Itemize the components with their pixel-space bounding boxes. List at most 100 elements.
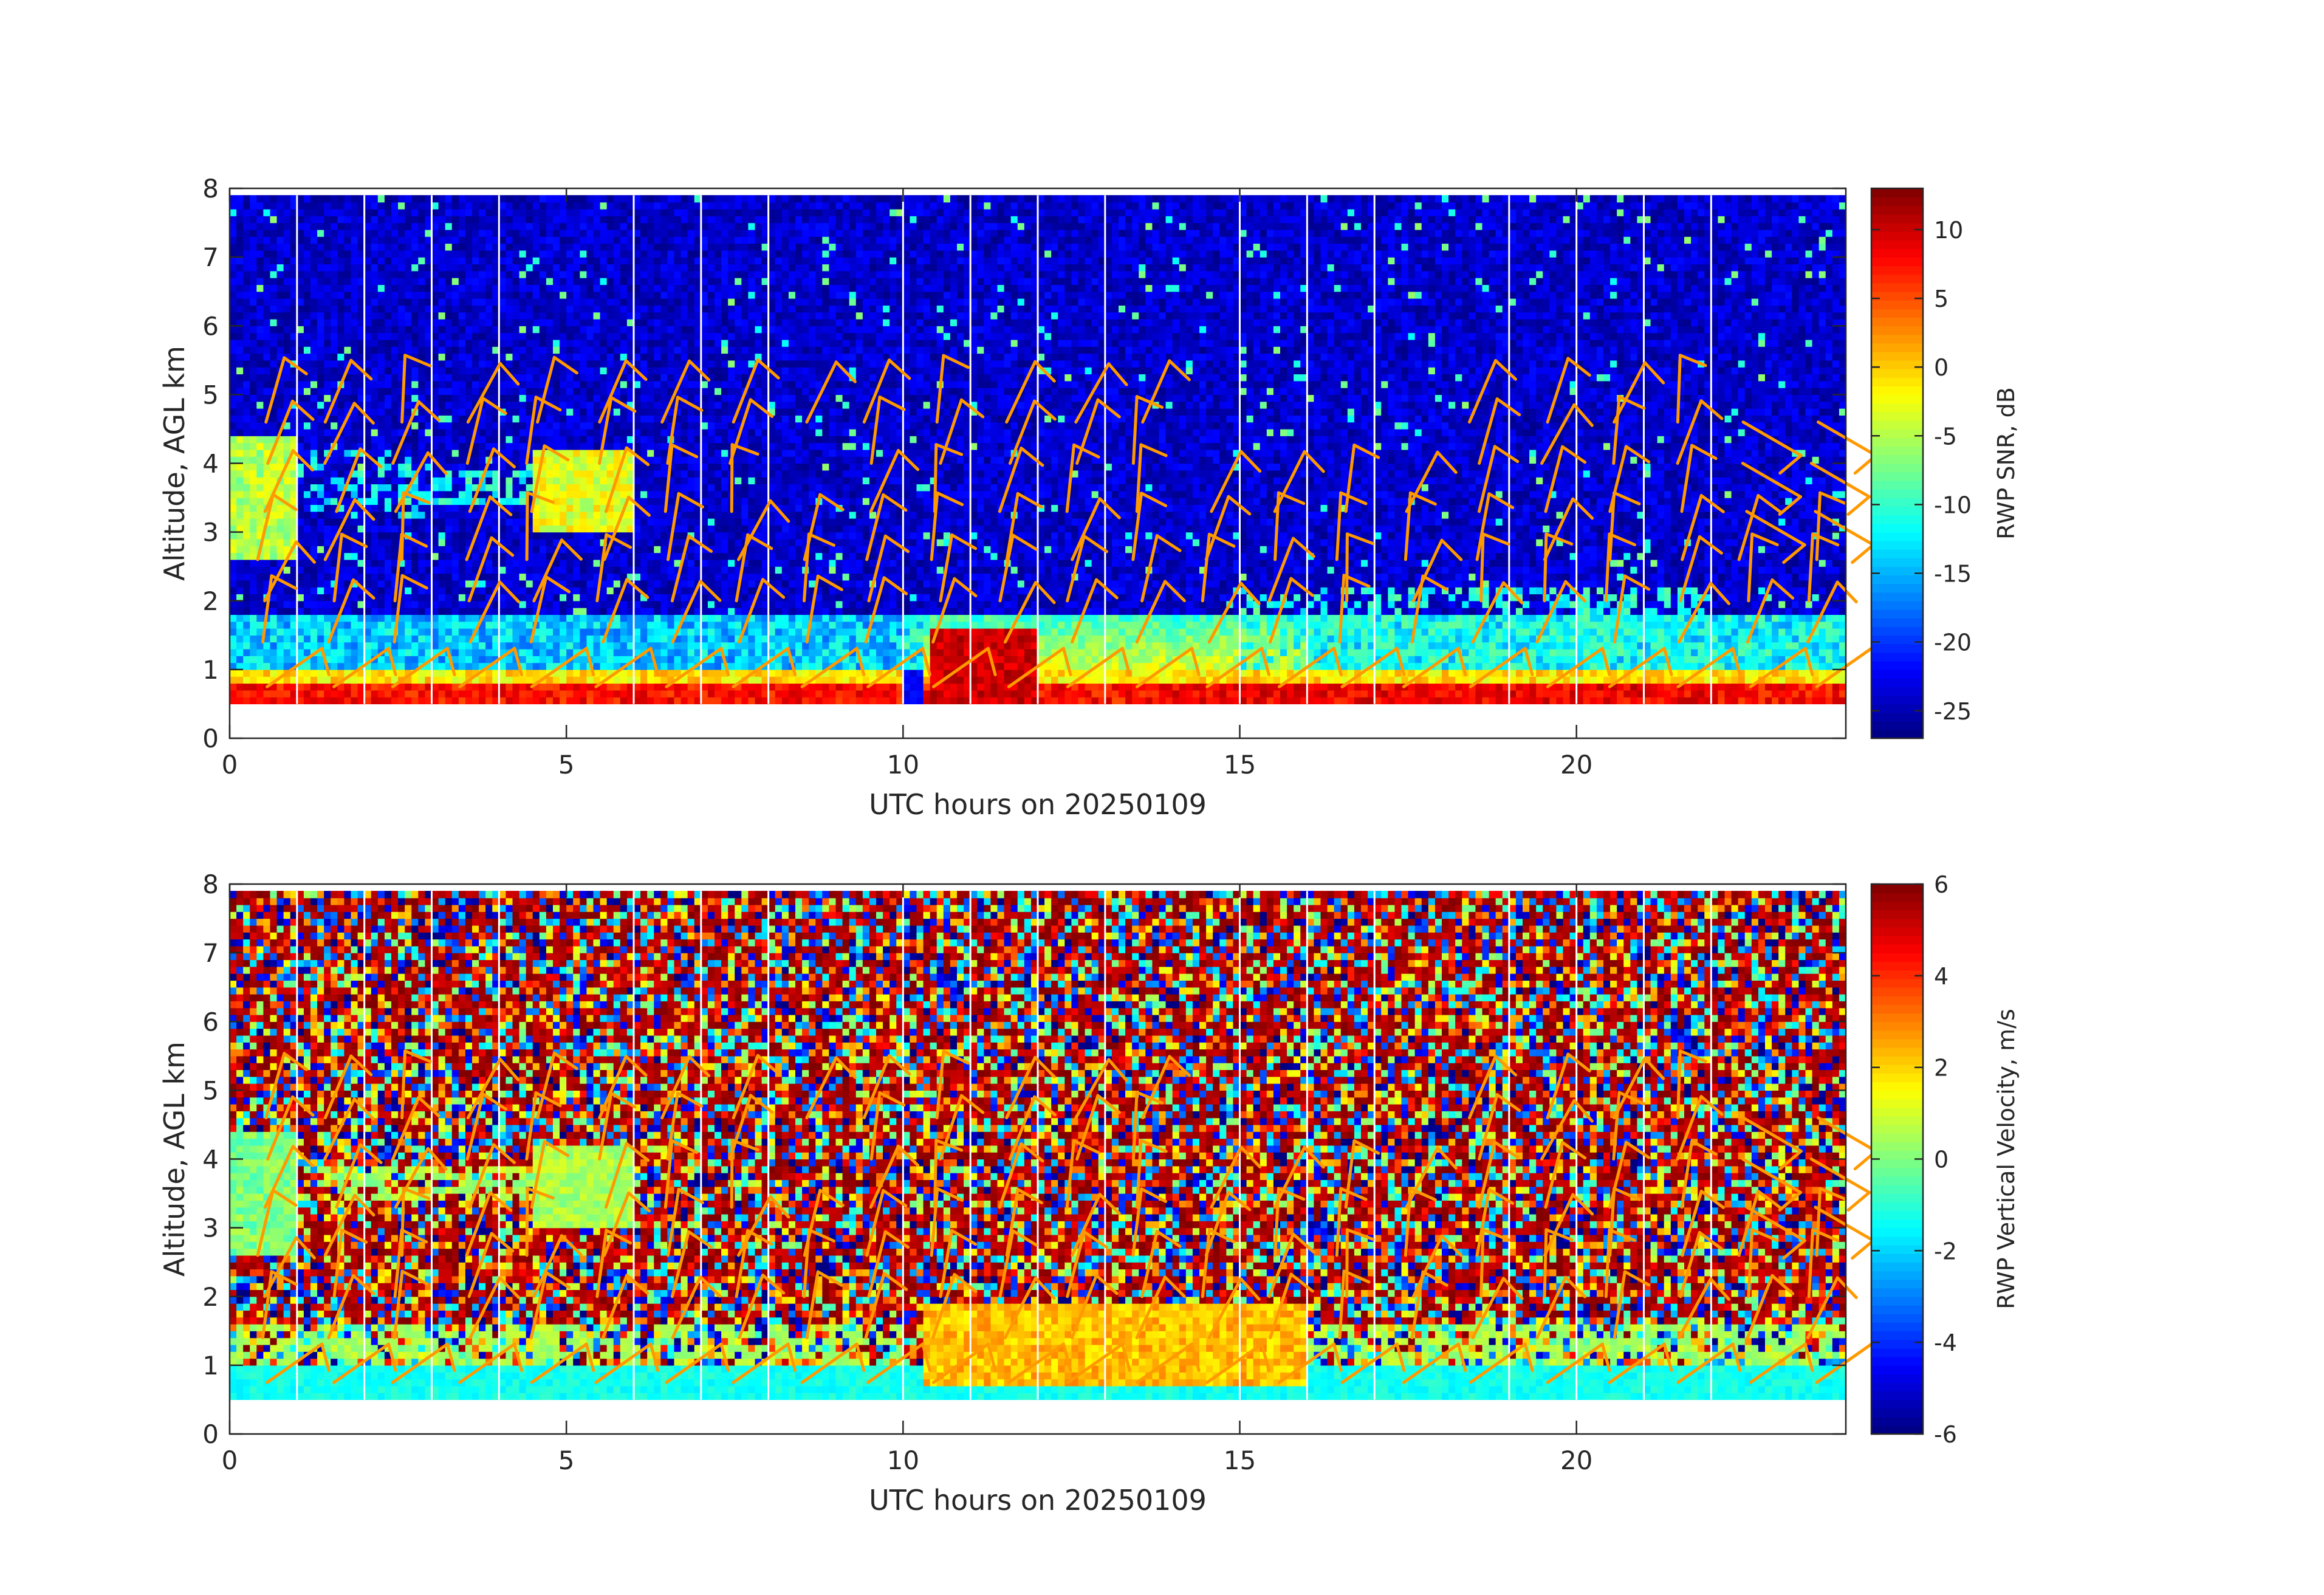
heatmap-cell: [586, 580, 594, 588]
heatmap-cell: [586, 552, 594, 560]
heatmap-cell: [513, 697, 520, 704]
heatmap-cell: [324, 340, 331, 347]
heatmap-cell: [256, 566, 264, 574]
heatmap-cell: [277, 552, 284, 560]
heatmap-cell: [256, 243, 264, 250]
heatmap-cell: [297, 209, 304, 216]
heatmap-cell: [317, 477, 324, 484]
heatmap-cell: [573, 284, 580, 292]
heatmap-cell: [674, 360, 682, 368]
heatmap-cell: [236, 697, 244, 704]
heatmap-cell: [465, 250, 473, 258]
heatmap-cell: [533, 436, 540, 443]
heatmap-cell: [533, 326, 540, 333]
heatmap-cell: [654, 456, 661, 464]
heatmap-cell: [351, 587, 358, 594]
heatmap-cell: [243, 532, 250, 539]
heatmap-cell: [594, 649, 601, 656]
heatmap-cell: [560, 298, 567, 306]
heatmap-cell: [230, 670, 237, 677]
heatmap-cell: [465, 216, 473, 223]
heatmap-cell: [465, 305, 473, 312]
heatmap-cell: [546, 628, 554, 636]
heatmap-cell: [573, 381, 580, 388]
heatmap-cell: [580, 601, 587, 608]
heatmap-cell: [660, 332, 668, 340]
heatmap-cell: [445, 402, 453, 409]
heatmap-cell: [667, 690, 674, 698]
heatmap-cell: [634, 298, 641, 306]
heatmap-cell: [586, 518, 594, 526]
heatmap-cell: [385, 257, 392, 264]
heatmap-cell: [331, 202, 338, 209]
heatmap-cell: [317, 662, 324, 670]
heatmap-cell: [418, 422, 425, 429]
heatmap-cell: [398, 628, 405, 636]
heatmap-cell: [580, 415, 587, 422]
heatmap-cell: [385, 498, 392, 505]
heatmap-cell: [452, 697, 459, 704]
heatmap-cell: [256, 408, 264, 416]
heatmap-cell: [459, 690, 466, 698]
heatmap-cell: [674, 284, 682, 292]
heatmap-cell: [513, 456, 520, 464]
heatmap-cell: [230, 222, 237, 230]
heatmap-cell: [243, 498, 250, 505]
heatmap-cell: [553, 504, 560, 512]
heatmap-cell: [485, 271, 493, 278]
heatmap-cell: [465, 195, 473, 202]
heatmap-cell: [310, 195, 318, 202]
heatmap-cell: [351, 683, 358, 690]
heatmap-cell: [459, 222, 466, 230]
heatmap-cell: [418, 690, 425, 698]
heatmap-cell: [324, 525, 331, 532]
heatmap-cell: [230, 601, 237, 608]
heatmap-cell: [371, 222, 379, 230]
heatmap-cell: [546, 236, 554, 244]
heatmap-cell: [344, 498, 351, 505]
heatmap-cell: [256, 614, 264, 622]
heatmap-cell: [445, 319, 453, 326]
heatmap-cell: [674, 614, 682, 622]
heatmap-cell: [250, 346, 257, 354]
heatmap-cell: [398, 340, 405, 347]
heatmap-cell: [513, 670, 520, 677]
heatmap-cell: [519, 353, 527, 360]
heatmap-cell: [331, 243, 338, 250]
heatmap-cell: [586, 326, 594, 333]
heatmap-cell: [667, 292, 674, 299]
heatmap-cell: [674, 332, 682, 340]
heatmap-cell: [310, 622, 318, 629]
heatmap-cell: [385, 271, 392, 278]
heatmap-cell: [546, 690, 554, 698]
heatmap-cell: [418, 560, 425, 567]
heatmap-cell: [365, 257, 372, 264]
heatmap-cell: [452, 195, 459, 202]
heatmap-cell: [459, 381, 466, 388]
heatmap-cell: [297, 442, 304, 450]
heatmap-cell: [580, 292, 587, 299]
heatmap-cell: [378, 525, 385, 532]
heatmap-cell: [519, 312, 527, 319]
heatmap-cell: [317, 429, 324, 436]
heatmap-cell: [566, 408, 574, 416]
heatmap-cell: [465, 670, 473, 677]
heatmap-cell: [445, 518, 453, 526]
heatmap-cell: [634, 484, 641, 491]
heatmap-cell: [540, 340, 547, 347]
heatmap-cell: [250, 394, 257, 402]
heatmap-cell: [607, 278, 614, 285]
heatmap-cell: [465, 243, 473, 250]
heatmap-cell: [391, 332, 399, 340]
heatmap-cell: [398, 298, 405, 306]
heatmap-cell: [250, 546, 257, 553]
heatmap-cell: [546, 326, 554, 333]
heatmap-cell: [540, 374, 547, 381]
heatmap-cell: [519, 250, 527, 258]
heatmap-cell: [681, 697, 688, 704]
heatmap-cell: [418, 340, 425, 347]
heatmap-cell: [614, 429, 621, 436]
heatmap-cell: [378, 601, 385, 608]
heatmap-cell: [432, 628, 439, 636]
heatmap-cell: [344, 278, 351, 285]
